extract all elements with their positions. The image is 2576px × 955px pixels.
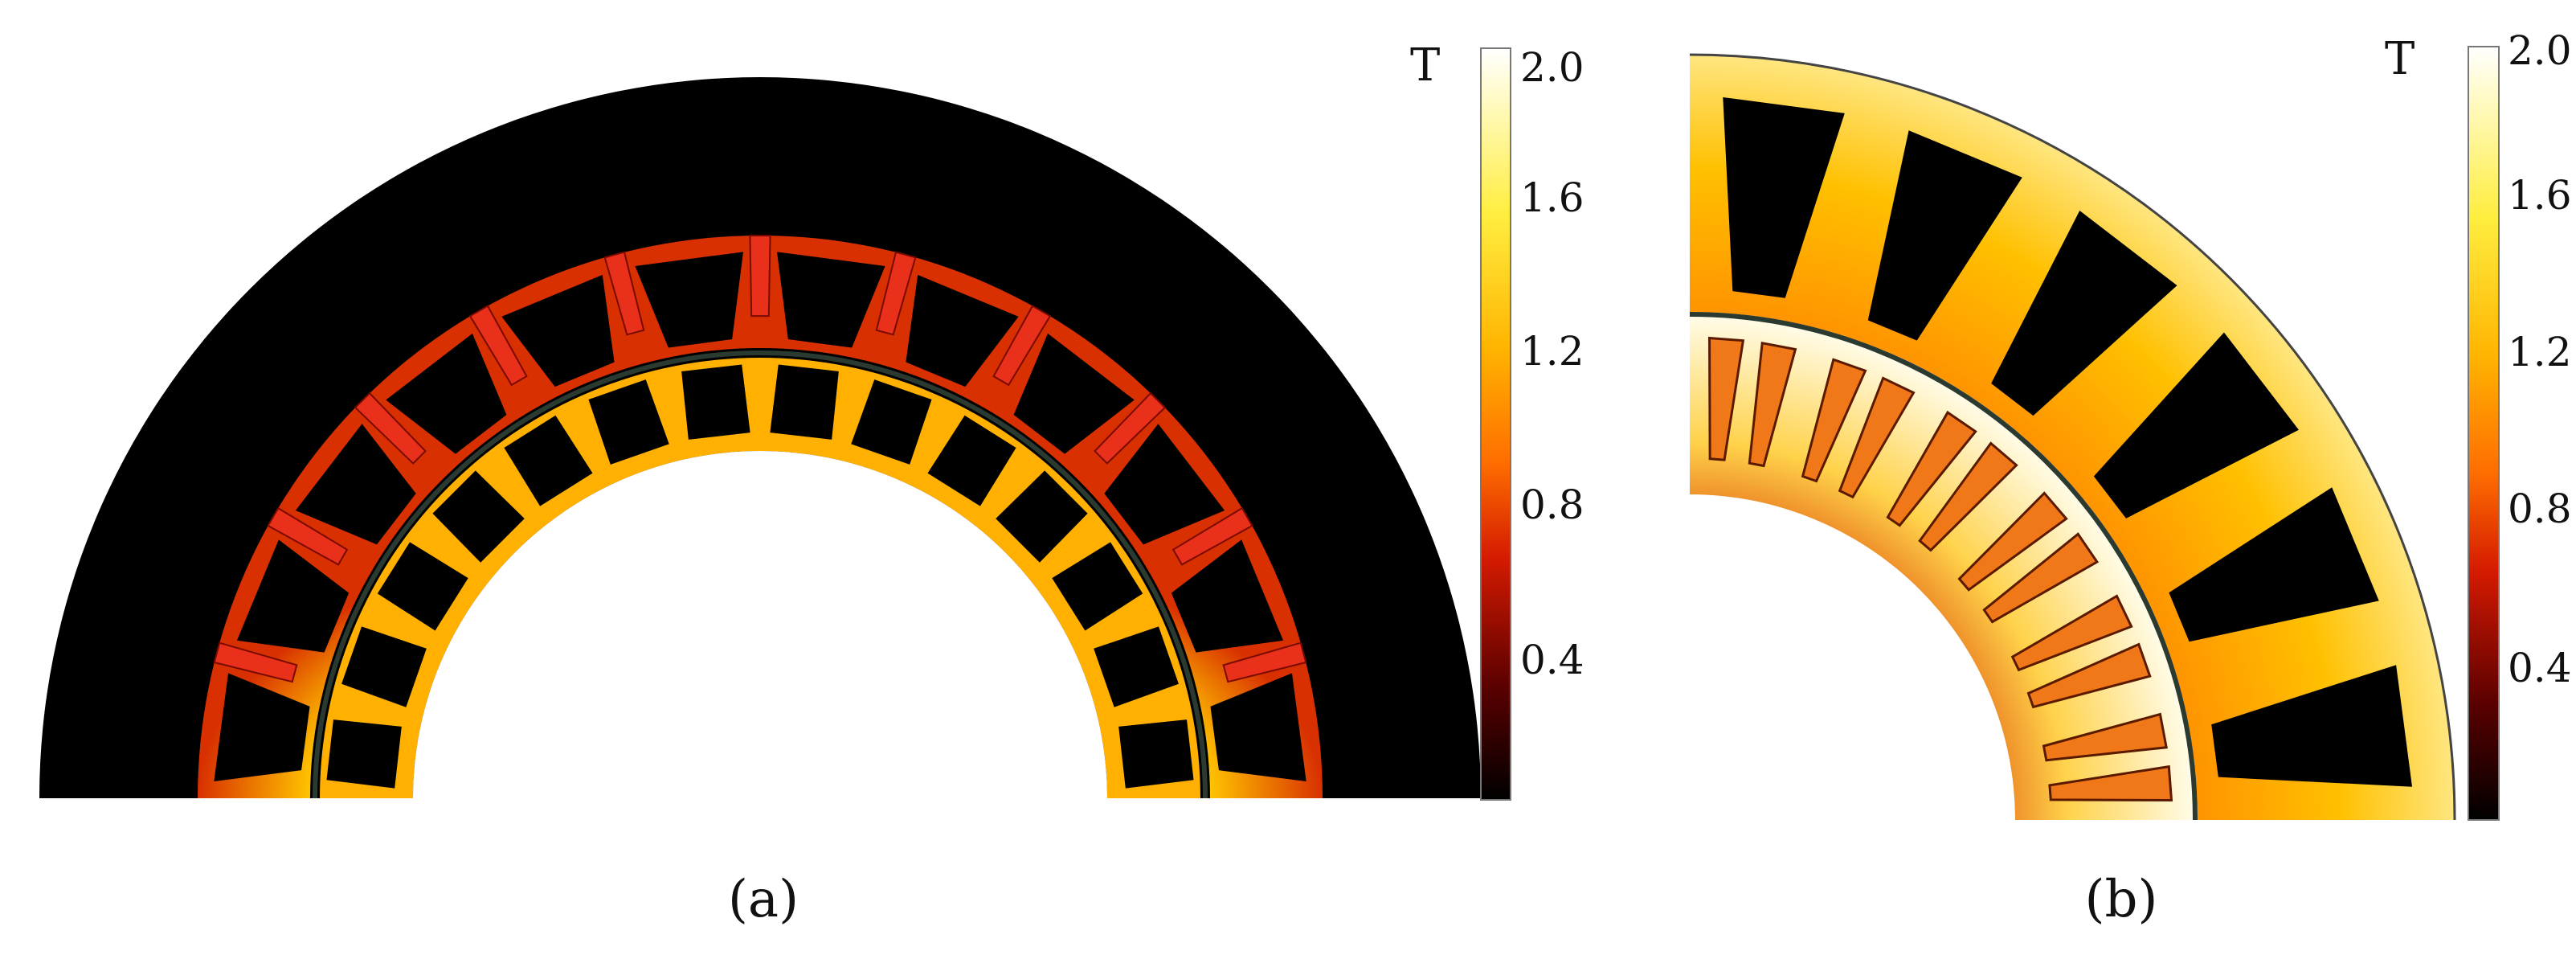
panel-b-stator-slot [2211, 665, 2413, 787]
panel-b-magnet [2010, 594, 2133, 672]
panel-a-magnet [1222, 641, 1307, 683]
panel-a-rotor-slot [1118, 719, 1194, 789]
panel-a-colorbar-unit: T [1410, 39, 1440, 92]
panel-b-magnet [1748, 342, 1797, 468]
panel-b-caption: (b) [2085, 870, 2158, 929]
panel-b-magnet [1801, 358, 1867, 483]
panel-b-magnet [1708, 336, 1745, 461]
panel-a-magnet [1171, 506, 1253, 566]
panel-b-stator-slot [2093, 332, 2299, 518]
panel-b-colorbar-gradient [2468, 46, 2500, 821]
panel-b-colorbar-unit: T [2385, 33, 2414, 85]
panel-b-air-gap-line [1689, 312, 2198, 821]
panel-a-magnet [875, 251, 917, 336]
panel-b-stator-slot [1723, 96, 1845, 298]
panel-b-magnet [1982, 532, 2100, 624]
panel-b-tick-1-6: 1.6 [2508, 172, 2572, 219]
panel-a-stator-slot [1104, 424, 1225, 545]
panel-a-stator-slot [635, 252, 743, 348]
panel-a-magnet [992, 305, 1052, 387]
panel-a-colorbar-gradient [1480, 47, 1511, 801]
panel-a-tick-2-0: 2.0 [1520, 44, 1584, 91]
panel-a-magnet [1094, 391, 1167, 465]
panel-b-magnets [1708, 336, 2173, 801]
panel-a-magnet [213, 641, 298, 683]
panel-a-colorbar: T 2.0 1.6 1.2 0.8 0.4 [1410, 39, 1584, 801]
panel-b-magnet [2048, 764, 2173, 801]
panel-a-rotor-slot [377, 542, 468, 631]
panel-b-stator-slot [1867, 130, 2022, 341]
panel-b-tick-0-8: 0.8 [2508, 486, 2572, 532]
panel-b-stator-slot [1991, 211, 2177, 416]
panel-a-rotor-slot [504, 415, 593, 506]
panel-b-outer-outline [1689, 53, 2456, 821]
panel-b-magnet [1957, 491, 2068, 592]
panel-b-tick-0-4: 0.4 [2508, 645, 2572, 691]
panel-a-rotor-slot [1052, 542, 1143, 631]
panel-a-magnets [213, 235, 1307, 683]
panel-b-magnet [1886, 410, 1977, 527]
panel-a-rotor-slot [996, 470, 1088, 563]
panel-a-rotor-slot [927, 415, 1016, 506]
panel-a-tick-1-2: 1.2 [1520, 328, 1584, 375]
panel-a-stator-slot [386, 333, 507, 454]
panel-b-magnet [1838, 376, 1916, 499]
panel-a-magnet [354, 391, 427, 465]
panel-a-stator-slot [236, 539, 350, 653]
panel-a-inner-bore [413, 451, 1107, 798]
panel-a-rotor-slot [326, 719, 402, 789]
panel-a-caption: (a) [728, 870, 799, 929]
panel-a-stator-slot [777, 252, 885, 348]
panel-a-stator-slot [906, 274, 1019, 387]
panel-b-stator-slot [2169, 487, 2379, 642]
panel-a-magnet [267, 506, 349, 566]
panel-a-tick-0-8: 0.8 [1520, 482, 1584, 528]
panel-a-rotor-slot [588, 379, 669, 465]
panel-b-field-plot [1689, 53, 2456, 821]
panel-b-colorbar: T 2.0 1.6 1.2 0.8 0.4 [2385, 27, 2572, 821]
panel-a-rotor-slot [851, 379, 932, 465]
panel-a-stator-slot [1171, 539, 1284, 653]
panel-b-magnet [1918, 441, 2018, 552]
panel-b-stator-iron [1690, 55, 2455, 820]
panel-a-rotor-slot [432, 470, 525, 563]
panel-a-rotor-slot [1094, 626, 1179, 707]
panel-a-magnet [603, 251, 645, 336]
panel-b-magnet [2026, 642, 2152, 709]
panel-a-rotor-slot [770, 364, 839, 440]
panel-a-stator-slot [1210, 673, 1306, 781]
panel-a-magnet [749, 235, 771, 318]
panel-b-tick-1-2: 1.2 [2508, 329, 2572, 375]
panel-a-tick-1-6: 1.6 [1520, 174, 1584, 221]
panel-a-field-plot [39, 77, 1481, 799]
panel-a-tick-0-4: 0.4 [1520, 637, 1584, 683]
panel-b-stator-slots [1723, 96, 2413, 787]
panel-a-stator-slot [214, 673, 310, 781]
panel-a-magnet [468, 305, 528, 387]
panel-b-tick-2-0: 2.0 [2508, 27, 2572, 74]
panel-b-magnet [2042, 712, 2168, 762]
panel-a-stator-slots [214, 252, 1306, 781]
panel-a-stator-slot [1013, 333, 1135, 454]
panel-a-stator-slot [501, 274, 615, 387]
panel-a-rotor-slot [681, 364, 750, 440]
panel-a-rotor-slots [326, 364, 1194, 789]
panel-a-air-gap-line [313, 350, 1208, 799]
panel-a-stator-slot [295, 424, 416, 545]
panel-a-rotor-slot [341, 626, 427, 707]
